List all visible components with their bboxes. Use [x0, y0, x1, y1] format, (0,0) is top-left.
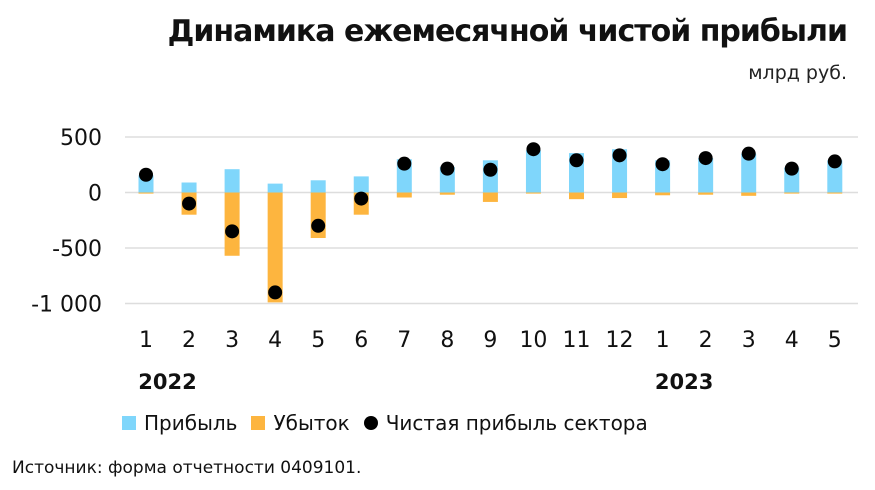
loss-bar: [827, 192, 843, 194]
x-tick-label: 2: [699, 328, 713, 353]
net-profit-dot: [397, 156, 412, 171]
x-tick-label: 4: [785, 328, 799, 353]
legend-item-loss: Убыток: [251, 411, 350, 435]
year-label: 2023: [655, 370, 713, 394]
x-tick-label: 9: [483, 328, 497, 353]
loss-bar: [698, 192, 714, 195]
net-profit-dot: [827, 154, 842, 169]
loss-bar: [569, 192, 584, 200]
loss-bar: [612, 192, 628, 199]
net-profit-dot: [311, 218, 326, 233]
x-tick-label: 6: [354, 328, 368, 353]
x-tick-label: 1: [656, 328, 670, 353]
x-tick-label: 2: [182, 328, 196, 353]
source-note: Источник: форма отчетности 0409101.: [12, 458, 362, 478]
legend-dot-net: [363, 416, 378, 430]
legend-item-net: Чистая прибыль сектора: [363, 411, 648, 435]
y-tick-label: 0: [88, 182, 102, 207]
profit-bar: [267, 183, 283, 193]
profit-bar: [741, 153, 757, 193]
profit-bar: [525, 150, 541, 193]
x-tick-label: 5: [828, 328, 842, 353]
loss-bar: [267, 192, 283, 303]
legend-swatch-profit: [122, 416, 136, 430]
loss-bar: [525, 192, 541, 194]
net-profit-dot: [741, 146, 756, 161]
legend-label-net: Чистая прибыль сектора: [385, 411, 648, 435]
legend-label-profit: Прибыль: [144, 411, 238, 435]
loss-bar: [784, 192, 800, 194]
legend-item-profit: Прибыль: [122, 411, 237, 435]
loss-bar: [482, 192, 498, 202]
loss-bar: [396, 192, 412, 198]
net-profit-dot: [354, 191, 369, 206]
net-profit-dot: [225, 224, 240, 239]
loss-bar: [655, 192, 671, 196]
x-tick-label: 3: [225, 328, 239, 353]
chart-subtitle: млрд руб.: [748, 62, 847, 84]
year-label: 2022: [138, 370, 196, 394]
net-profit-dot: [268, 285, 283, 300]
legend: Прибыль Убыток Чистая прибыль сектора: [122, 411, 662, 435]
net-profit-dot: [784, 161, 799, 176]
profit-bar: [310, 180, 326, 193]
net-profit-dot: [182, 196, 197, 211]
net-profit-dot: [139, 167, 153, 182]
net-profit-dot: [655, 157, 670, 172]
profit-bar: [827, 160, 843, 193]
x-tick-label: 3: [742, 328, 756, 353]
x-tick-label: 1: [139, 328, 153, 353]
x-tick-label: 7: [397, 328, 411, 353]
y-tick-label: -1 000: [31, 293, 102, 318]
net-profit-dot: [483, 162, 498, 177]
legend-label-loss: Убыток: [273, 411, 350, 435]
net-profit-dot: [440, 161, 455, 176]
x-tick-label: 11: [563, 328, 591, 353]
x-tick-label: 8: [440, 328, 454, 353]
loss-bar: [439, 192, 455, 195]
loss-bar: [741, 192, 757, 196]
profit-bar: [698, 158, 714, 193]
net-profit-dot: [698, 151, 713, 166]
x-tick-label: 10: [519, 328, 547, 353]
net-profit-dot: [612, 148, 627, 163]
y-tick-label: -500: [52, 237, 102, 262]
legend-swatch-loss: [251, 416, 266, 430]
net-profit-dot: [526, 142, 541, 157]
chart-title: Динамика ежемесячной чистой прибыли: [167, 14, 848, 49]
y-tick-label: 500: [60, 126, 102, 151]
loss-bar: [138, 192, 154, 194]
profit-bar: [353, 176, 369, 193]
profit-bar: [181, 182, 197, 193]
x-tick-label: 4: [268, 328, 282, 353]
loss-bar: [224, 192, 240, 256]
x-tick-label: 5: [311, 328, 325, 353]
net-profit-dot: [569, 153, 584, 168]
x-tick-label: 12: [606, 328, 634, 353]
profit-bar: [224, 169, 240, 193]
